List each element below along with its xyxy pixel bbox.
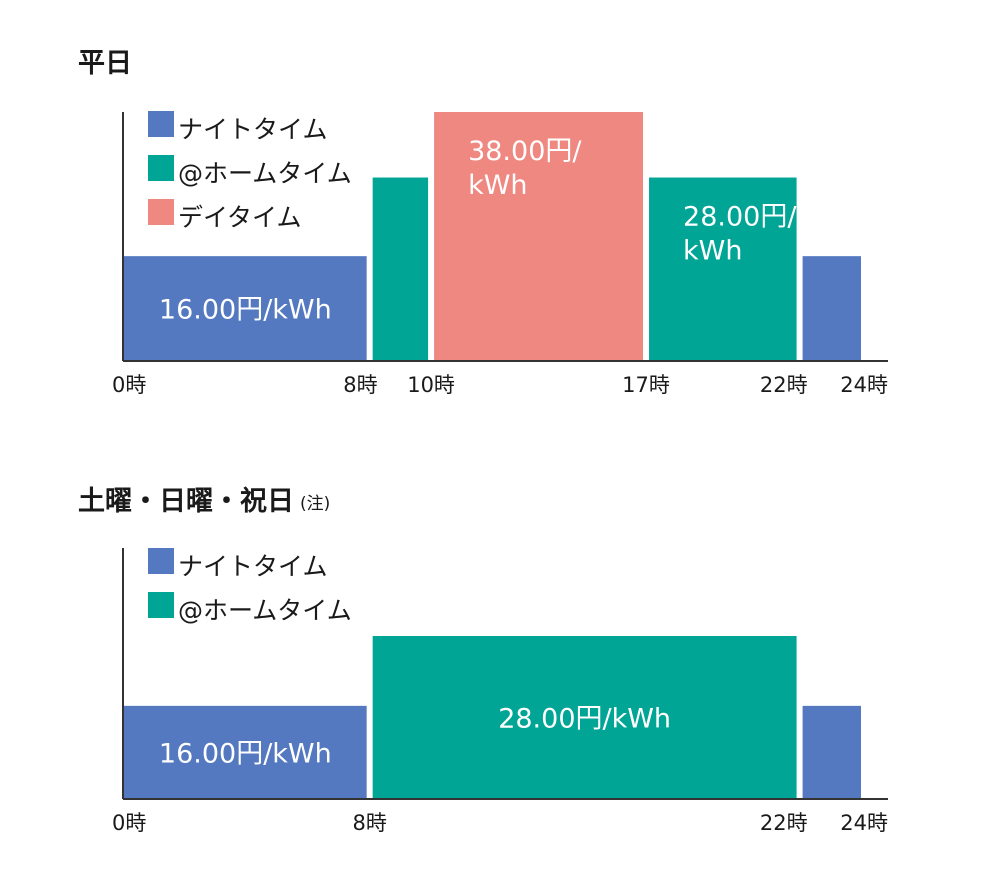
legend-swatch [148,548,174,574]
bar-data-label: kWh [468,170,527,201]
x-tick-label: 24時 [840,373,888,397]
legend-swatch [148,111,174,137]
x-tick-label: 10時 [407,373,455,397]
x-tick-label: 0時 [112,373,146,397]
bar-data-label: 16.00円/kWh [159,738,332,769]
x-tick-label: 22時 [760,811,808,835]
legend-label: @ホームタイム [178,159,352,188]
bar-segment [802,705,861,799]
bar-segment [124,705,367,799]
x-tick-label: 24時 [840,811,888,835]
bar-segment [124,256,367,361]
chart-title: 平日 [78,48,132,79]
bar-segment [802,256,861,361]
chart-panel-1: 平日16.00円/kWh38.00円/kWh28.00円/kWhナイトタイム@ホ… [78,48,888,397]
chart-title: 土曜・日曜・祝日 [78,486,294,517]
legend-swatch [148,155,174,181]
x-tick-label: 22時 [760,373,808,397]
x-tick-label: 0時 [112,811,146,835]
legend-swatch [148,199,174,225]
legend-label: @ホームタイム [178,596,352,625]
chart-panel-2: 土曜・日曜・祝日 (注) 16.00円/kWh 28.00円/kWh ナイトタイム @ホー… [78,486,888,835]
legend-label: ナイトタイム [178,552,328,581]
bar-segment [649,177,797,361]
bar-data-label: 38.00円/ [468,136,582,167]
bar-segment [434,112,644,361]
x-tick-label: 8時 [343,373,377,397]
x-tick-label: 17時 [622,373,670,397]
chart-note: (注) [300,494,330,514]
legend-label: ナイトタイム [178,115,328,144]
bar-data-label: 28.00円/ [683,202,797,233]
legend-swatch [148,592,174,618]
legend-label: デイタイム [178,203,302,232]
bar-data-label: 28.00円/kWh [498,704,671,735]
x-tick-label: 8時 [352,811,386,835]
bar-segment [372,177,429,361]
bar-segment [372,636,797,799]
bar-data-label: kWh [683,236,742,267]
bar-data-label: 16.00円/kWh [159,295,332,326]
